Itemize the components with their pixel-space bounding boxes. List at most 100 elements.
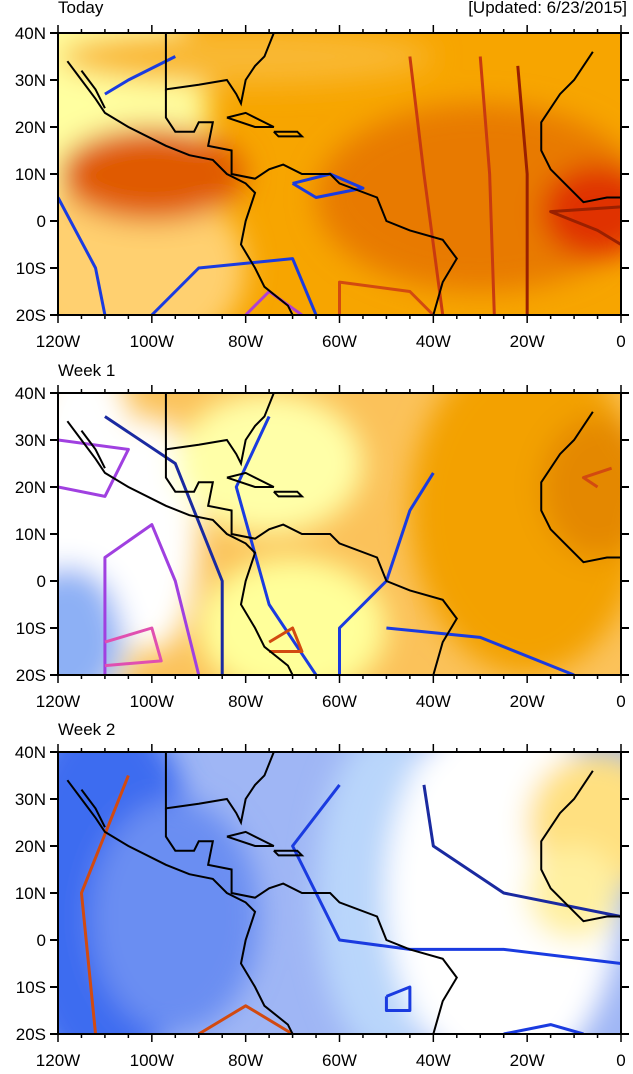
lat-label: 30N	[15, 431, 46, 450]
contour-line	[104, 415, 224, 675]
contour-line	[291, 172, 365, 199]
lon-label: 60W	[322, 332, 357, 351]
contour-line	[549, 205, 621, 246]
coastline	[66, 779, 294, 1034]
coastline	[226, 471, 275, 488]
map-panel-2	[58, 752, 621, 1034]
lat-label: 0	[37, 212, 46, 231]
contour-line	[79, 774, 130, 1034]
contour-line	[478, 56, 496, 315]
lon-label: 40W	[416, 692, 451, 711]
coastline	[540, 51, 621, 204]
coastline	[164, 89, 458, 315]
lat-label: 20S	[16, 666, 46, 685]
lon-label: 80W	[228, 332, 263, 351]
contour-line	[268, 626, 304, 653]
contour-line	[386, 626, 575, 675]
coastline	[164, 449, 458, 675]
lon-label: 100W	[130, 1051, 174, 1070]
coastline	[226, 111, 275, 128]
shading-region	[58, 127, 246, 221]
lat-label: 20N	[15, 837, 46, 856]
lat-label: 20S	[16, 306, 46, 325]
contour-line	[150, 257, 318, 315]
lat-label: 40N	[15, 743, 46, 762]
lon-label: 120W	[36, 692, 80, 711]
shading-region	[58, 566, 124, 675]
lon-label: 80W	[228, 1051, 263, 1070]
panel-title-today: Today	[58, 0, 104, 17]
coastline	[273, 130, 305, 138]
shading-region	[58, 33, 434, 85]
lon-label: 60W	[322, 692, 357, 711]
lon-label: 100W	[130, 692, 174, 711]
contour-line	[516, 65, 529, 315]
updated-date: [Updated: 6/23/2015]	[468, 0, 627, 17]
shading-region	[316, 103, 621, 292]
lat-label: 20S	[16, 1025, 46, 1044]
lat-label: 10S	[16, 259, 46, 278]
coastline	[80, 70, 106, 109]
contour-line	[384, 985, 412, 1012]
lat-label: 0	[37, 931, 46, 950]
contour-line	[581, 466, 613, 489]
lon-label: 0	[616, 692, 625, 711]
shading-region	[541, 164, 621, 259]
lat-label: 10N	[15, 165, 46, 184]
coastline	[164, 808, 458, 1034]
lat-label: 30N	[15, 790, 46, 809]
lon-label: 100W	[130, 332, 174, 351]
coastline	[164, 33, 275, 107]
lat-label: 0	[37, 572, 46, 591]
shading-region	[175, 393, 363, 534]
lon-label: 80W	[228, 692, 263, 711]
contour-line	[291, 783, 621, 965]
contour-line	[103, 523, 201, 675]
contour-line	[197, 1004, 294, 1034]
contour-line	[234, 415, 318, 675]
lon-label: 40W	[416, 332, 451, 351]
panel-title-week2: Week 2	[58, 720, 116, 739]
lon-label: 40W	[416, 1051, 451, 1070]
shading-region	[90, 799, 260, 1034]
coastline	[540, 411, 621, 564]
panel-title-week1: Week 1	[58, 361, 116, 380]
coastline	[66, 420, 294, 675]
lat-label: 40N	[15, 384, 46, 403]
coastline	[80, 789, 106, 828]
coastline	[164, 393, 275, 467]
coastline	[273, 849, 305, 857]
coastline	[80, 430, 106, 469]
lat-label: 20N	[15, 118, 46, 137]
lon-label: 20W	[510, 332, 545, 351]
contour-line	[104, 626, 163, 668]
lon-label: 120W	[36, 332, 80, 351]
contour-line	[503, 1023, 584, 1034]
lon-label: 20W	[510, 1051, 545, 1070]
coastline	[66, 60, 294, 315]
coastline	[226, 830, 275, 847]
lat-label: 10S	[16, 619, 46, 638]
contour-line	[104, 55, 176, 96]
contour-line	[58, 196, 107, 315]
map-panel-0	[58, 33, 621, 315]
coastline	[273, 490, 305, 498]
lon-label: 20W	[510, 692, 545, 711]
lon-label: 0	[616, 1051, 625, 1070]
lat-label: 40N	[15, 24, 46, 43]
contour-line	[422, 784, 621, 918]
lon-label: 0	[616, 332, 625, 351]
lat-label: 10N	[15, 525, 46, 544]
lon-label: 120W	[36, 1051, 80, 1070]
lat-label: 30N	[15, 71, 46, 90]
lat-label: 10N	[15, 884, 46, 903]
map-panel-1	[58, 393, 621, 675]
coastline	[164, 752, 275, 826]
contour-line	[338, 280, 435, 315]
coastline	[540, 770, 621, 923]
contour-line	[408, 56, 445, 315]
shading-region	[527, 846, 621, 940]
lat-label: 20N	[15, 478, 46, 497]
